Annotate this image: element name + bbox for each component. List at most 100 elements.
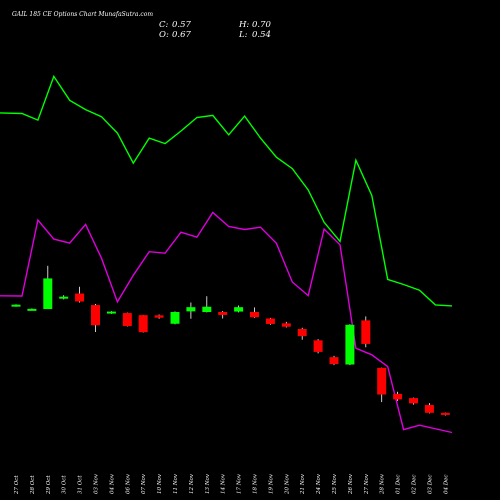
candle-body-down [250, 312, 259, 318]
x-tick-label: 26 Nov [348, 473, 354, 495]
candle [329, 355, 339, 366]
candle [91, 304, 100, 332]
x-tick-label: 28 Nov [380, 473, 386, 495]
candle-body-down [377, 367, 387, 395]
x-tick-label: 25 Nov [332, 473, 338, 495]
candle-body-up [43, 278, 53, 310]
x-tick-label: 03 Dec [427, 475, 433, 495]
x-tick-label: 21 Nov [300, 473, 306, 495]
x-tick-label: 01 Dec [396, 475, 402, 495]
low-label: L: [238, 30, 248, 40]
candle-body-down [297, 329, 307, 337]
candle [377, 367, 387, 403]
candle [393, 391, 403, 401]
candle-body-up [27, 308, 37, 311]
candle [43, 265, 53, 310]
x-tick-label: 31 Oct [78, 475, 84, 494]
candle-body-up [59, 296, 69, 299]
candle [440, 412, 450, 416]
candle [59, 295, 69, 300]
x-tick-label: 03 Nov [94, 473, 100, 494]
candle [122, 312, 132, 327]
candle-body-down [75, 293, 85, 302]
x-tick-label: 18 Nov [253, 473, 259, 494]
candle-body-down [313, 340, 323, 352]
candle [265, 317, 275, 325]
x-tick-label: 04 Dec [443, 475, 449, 495]
candle-body-up [345, 324, 355, 365]
candle-body-down [138, 315, 148, 333]
x-tick-label: 13 Nov [205, 473, 211, 494]
candle-body-up [11, 304, 21, 307]
candle [250, 307, 259, 318]
candle [313, 339, 323, 354]
open-value: 0.67 [172, 30, 192, 40]
x-tick-label: 11 Nov [173, 473, 179, 494]
close-value: 0.57 [172, 20, 192, 30]
candle [11, 304, 21, 307]
x-tick-label: 04 Nov [109, 473, 115, 494]
candle-body-up [106, 311, 116, 314]
candle [345, 324, 355, 366]
candle-body-down [440, 412, 450, 415]
chart-title: GAIL 185 CE Options Chart MunafaSutra.co… [12, 11, 153, 18]
x-tick-label: 12 Nov [189, 473, 195, 494]
candle [361, 316, 371, 348]
candle-body-down [122, 313, 132, 327]
candle-body-down [424, 405, 434, 413]
candle [27, 308, 37, 311]
x-tick-label: 28 Oct [30, 475, 36, 495]
x-axis-ticks: 27 Oct 28 Oct 29 Oct 30 Oct 31 Oct 03 Nov 04 N… [14, 473, 449, 495]
candle-body-down [91, 305, 100, 326]
close-label: C: [159, 20, 169, 30]
x-tick-label: 10 Nov [157, 473, 163, 494]
low-value: 0.54 [252, 30, 271, 40]
candle [75, 286, 85, 303]
high-label: H: [238, 20, 249, 30]
candle-body-down [218, 312, 228, 315]
candle [297, 327, 307, 340]
x-tick-label: 27 Oct [14, 475, 20, 495]
candle [154, 314, 164, 319]
x-tick-label: 07 Nov [141, 473, 147, 494]
candle-body-down [409, 398, 418, 404]
ohlc-readout: C: 0.57 H: 0.70 O: 0.67 L: 0.54 [159, 20, 272, 40]
candle [138, 314, 148, 333]
candle-body-up [202, 306, 212, 312]
x-tick-label: 29 Oct [46, 475, 52, 495]
x-tick-label: 02 Dec [412, 475, 418, 495]
candle [170, 311, 180, 325]
high-value: 0.70 [252, 20, 272, 30]
x-tick-label: 20 Nov [284, 473, 290, 495]
candle-body-down [281, 323, 291, 327]
candle-body-up [234, 307, 244, 312]
x-tick-label: 27 Nov [364, 473, 370, 495]
x-tick-label: 19 Nov [268, 473, 274, 494]
candle-body-down [154, 315, 164, 318]
candles [11, 265, 450, 416]
indicator-lines [0, 74, 453, 434]
open-label: O: [159, 30, 169, 40]
x-tick-label: 30 Oct [62, 475, 68, 494]
indicator-line-1 [0, 74, 453, 307]
indicator-line-2 [0, 211, 453, 434]
candle [202, 296, 212, 313]
x-tick-label: 24 Nov [316, 473, 322, 495]
candle-body-down [329, 357, 339, 365]
x-tick-label: 06 Nov [125, 473, 131, 494]
candle-body-up [170, 312, 180, 324]
candle [234, 305, 244, 313]
candle [409, 397, 418, 405]
x-tick-label: 14 Nov [221, 473, 227, 494]
candle [281, 321, 291, 328]
candle [218, 310, 228, 319]
candle-body-down [393, 393, 403, 400]
x-tick-label: 17 Nov [237, 473, 243, 494]
candle [424, 403, 434, 414]
candle [186, 302, 196, 319]
candle-body-down [265, 318, 275, 324]
candle [106, 311, 116, 314]
candle-body-up [186, 307, 196, 312]
candle-body-down [361, 320, 371, 344]
